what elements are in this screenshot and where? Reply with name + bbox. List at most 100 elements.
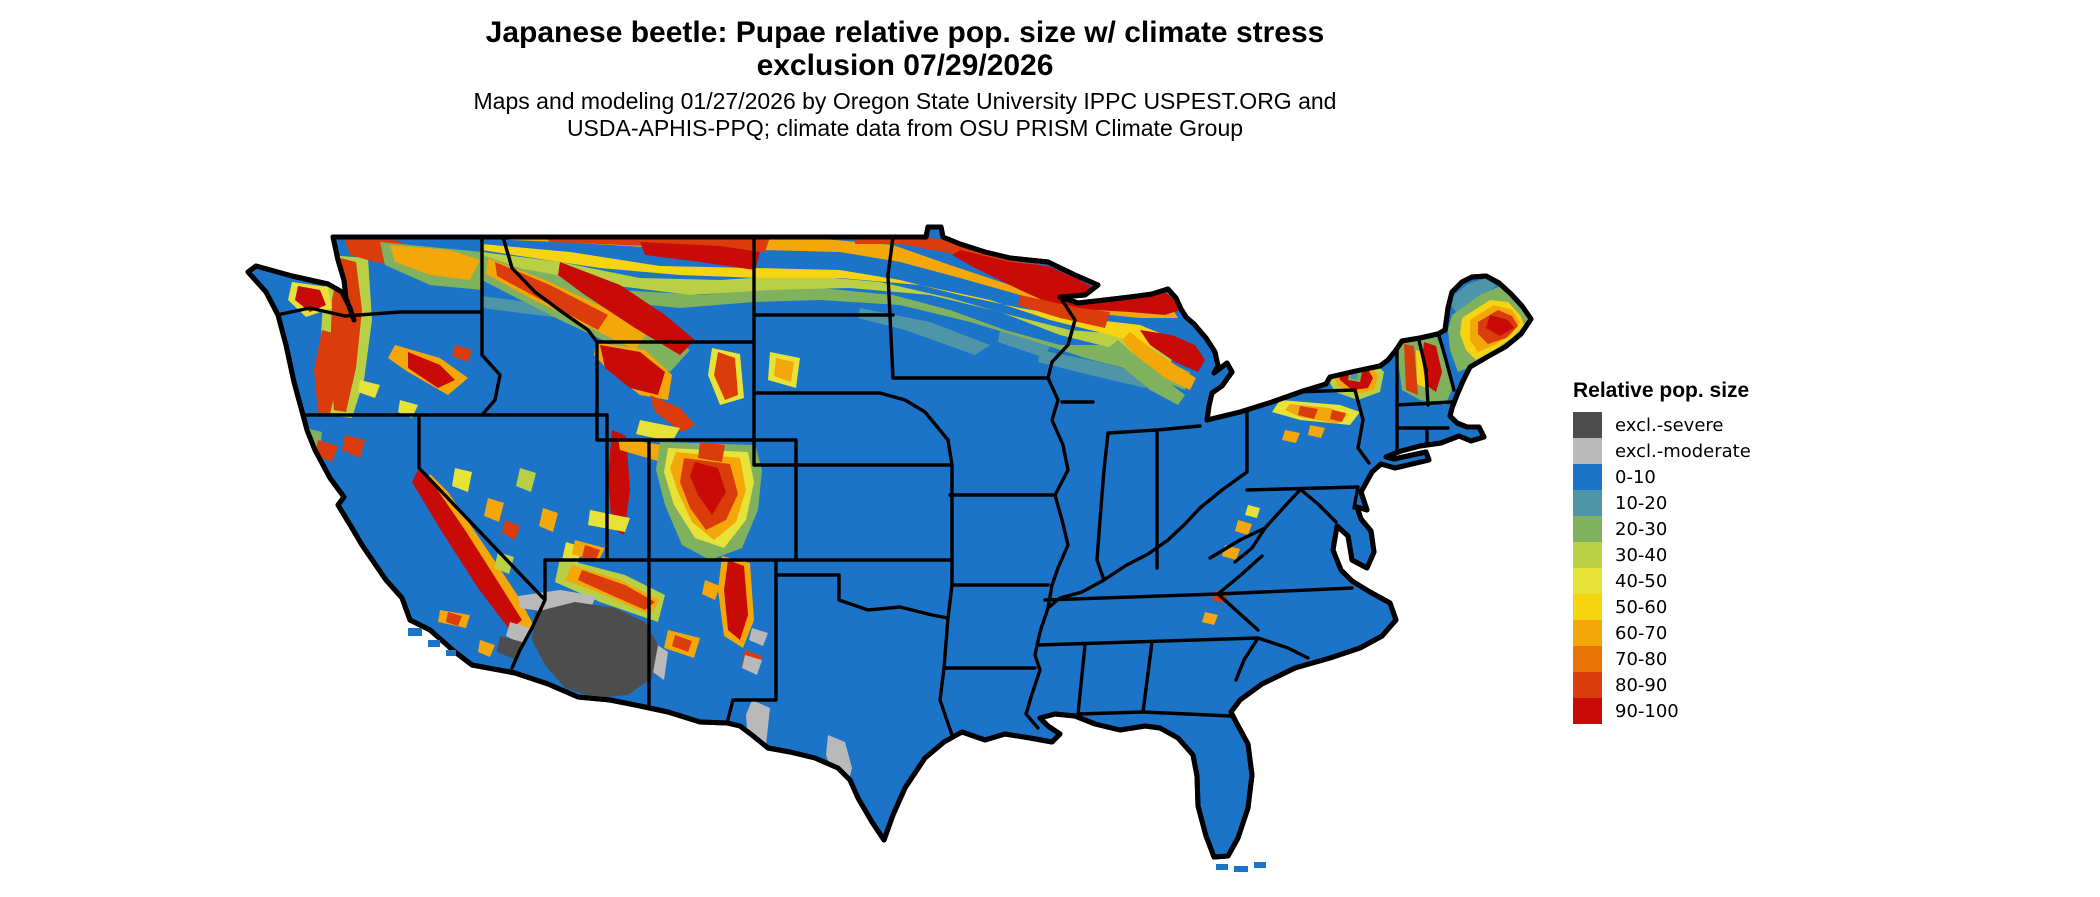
legend-swatch-60-70 — [1573, 620, 1602, 646]
heat-gila-red — [672, 635, 692, 652]
heat-red-mi — [1140, 330, 1205, 372]
page-title: Japanese beetle: Pupae relative pop. siz… — [355, 16, 1455, 82]
legend-item: 80-90 — [1573, 672, 1893, 698]
state-borders — [270, 235, 1456, 737]
legend-item: 70-80 — [1573, 646, 1893, 672]
legend-item: 20-30 — [1573, 516, 1893, 542]
subtitle-line-2: USDA-APHIS-PPQ; climate data from OSU PR… — [566, 115, 1244, 141]
legend-swatch-0-10 — [1573, 464, 1602, 490]
channel-island-dot — [428, 640, 440, 647]
heat-catskill-red — [1298, 406, 1318, 419]
legend-item-label: 50-60 — [1615, 596, 1668, 618]
heat-red-wi — [1018, 295, 1110, 328]
heat-blues-red — [408, 352, 455, 388]
heat-windriver-red — [650, 395, 695, 432]
legend-item: 40-50 — [1573, 568, 1893, 594]
heat-bighorn-red — [714, 352, 738, 400]
legend-item-label: 90-100 — [1615, 700, 1679, 722]
heat-catskill-red — [1330, 410, 1346, 422]
excl-severe-seca — [497, 636, 522, 660]
heat-orange-mi — [1122, 332, 1196, 390]
heat-wasatch-red — [608, 430, 630, 535]
legend-swatch-30-40 — [1573, 542, 1602, 568]
heat-blueridge-orange — [1202, 612, 1218, 625]
legend-swatch-80-90 — [1573, 672, 1602, 698]
heat-gold-band — [482, 244, 1172, 350]
offshore-dots — [408, 628, 1266, 872]
heat-sanfran-red — [582, 545, 600, 562]
legend-item: 60-70 — [1573, 620, 1893, 646]
heat-sdmtns-orange — [478, 640, 495, 657]
heat-blackhills-orange — [774, 358, 794, 382]
legend-item-label: 20-30 — [1615, 518, 1668, 540]
heat-teal-patch — [1038, 350, 1150, 388]
heat-vt-red — [1404, 344, 1418, 395]
legend-item: 10-20 — [1573, 490, 1893, 516]
legend-item-label: 40-50 — [1615, 570, 1668, 592]
legend-rows: excl.-severe excl.-moderate 0-10 10-20 20-30… — [1573, 412, 1893, 724]
heat-nv-patch — [452, 468, 472, 492]
florida-keys-dot — [1216, 864, 1228, 870]
heat-pa-orange — [1308, 425, 1325, 438]
legend-item: 50-60 — [1573, 594, 1893, 620]
legend-swatch-excl-severe — [1573, 412, 1602, 438]
legend-swatch-10-20 — [1573, 490, 1602, 516]
heat-sut-yellow — [588, 510, 630, 532]
legend-item-label: 0-10 — [1615, 466, 1656, 488]
heat-nv-patch — [494, 552, 514, 574]
legend-swatch-excl-moderate — [1573, 438, 1602, 464]
legend-item-label: excl.-severe — [1615, 414, 1724, 436]
legend-swatch-20-30 — [1573, 516, 1602, 542]
heat-swwy-yellow — [636, 420, 680, 442]
heat-mogollon-red — [578, 570, 655, 610]
page-subtitle: Maps and modeling 01/27/2026 by Oregon S… — [355, 88, 1455, 142]
florida-keys-dot — [1254, 862, 1266, 868]
heat-newa-orange — [390, 245, 480, 280]
subtitle-line-1: Maps and modeling 01/27/2026 by Oregon S… — [473, 88, 1337, 114]
legend-swatch-50-60 — [1573, 594, 1602, 620]
heat-co-red2 — [690, 462, 726, 515]
legend-item-label: 80-90 — [1615, 674, 1668, 696]
title-line-2: exclusion 07/29/2026 — [756, 49, 1054, 82]
legend-swatch-40-50 — [1573, 568, 1602, 594]
legend-item: excl.-moderate — [1573, 438, 1893, 464]
heat-green-mi — [1108, 340, 1185, 405]
excl-moderate-wtx — [749, 628, 768, 646]
heat-jemez-orange — [702, 580, 720, 600]
heat-orcascades-red — [314, 330, 338, 414]
legend-item-label: 10-20 — [1615, 492, 1668, 514]
heat-maine-red2 — [1486, 315, 1514, 336]
legend-item: 90-100 — [1573, 698, 1893, 724]
heat-teal-patch — [998, 330, 1050, 358]
heat-red-mt — [640, 242, 760, 270]
legend-swatch-90-100 — [1573, 698, 1602, 724]
heat-nv-patch — [484, 498, 504, 522]
exclusion-zones — [497, 590, 852, 792]
excl-moderate-wtx — [742, 655, 762, 675]
heat-olympics-red — [295, 286, 326, 312]
heat-yellowstone-red — [600, 345, 665, 395]
heat-wallowa-red — [452, 345, 472, 362]
legend-item-label: 60-70 — [1615, 622, 1668, 644]
heat-whitemtns-red — [502, 520, 520, 540]
heat-cascades-red — [330, 258, 362, 412]
heat-seor-yellow — [358, 380, 380, 398]
conus-outline — [245, 224, 1534, 860]
legend-item-label: excl.-moderate — [1615, 440, 1751, 462]
heat-idmt-red2 — [558, 262, 695, 355]
heat-overlay — [270, 235, 1530, 792]
legend-title: Relative pop. size — [1573, 379, 1750, 402]
title-line-1: Japanese beetle: Pupae relative pop. siz… — [485, 16, 1325, 49]
heat-maine-teal — [1448, 278, 1496, 315]
heat-frontrange-red — [698, 442, 725, 462]
channel-island-dot — [408, 628, 422, 636]
heat-sierra-red — [412, 470, 522, 630]
channel-island-dot — [446, 650, 456, 656]
heat-yellowgreen-band — [482, 252, 1175, 365]
heat-nv-patch — [516, 468, 536, 492]
legend: Relative pop. size excl.-severe excl.-mod… — [1573, 379, 1893, 724]
heat-green-band — [482, 262, 1190, 390]
heat-transverse-red — [446, 612, 462, 626]
legend-item: 30-40 — [1573, 542, 1893, 568]
